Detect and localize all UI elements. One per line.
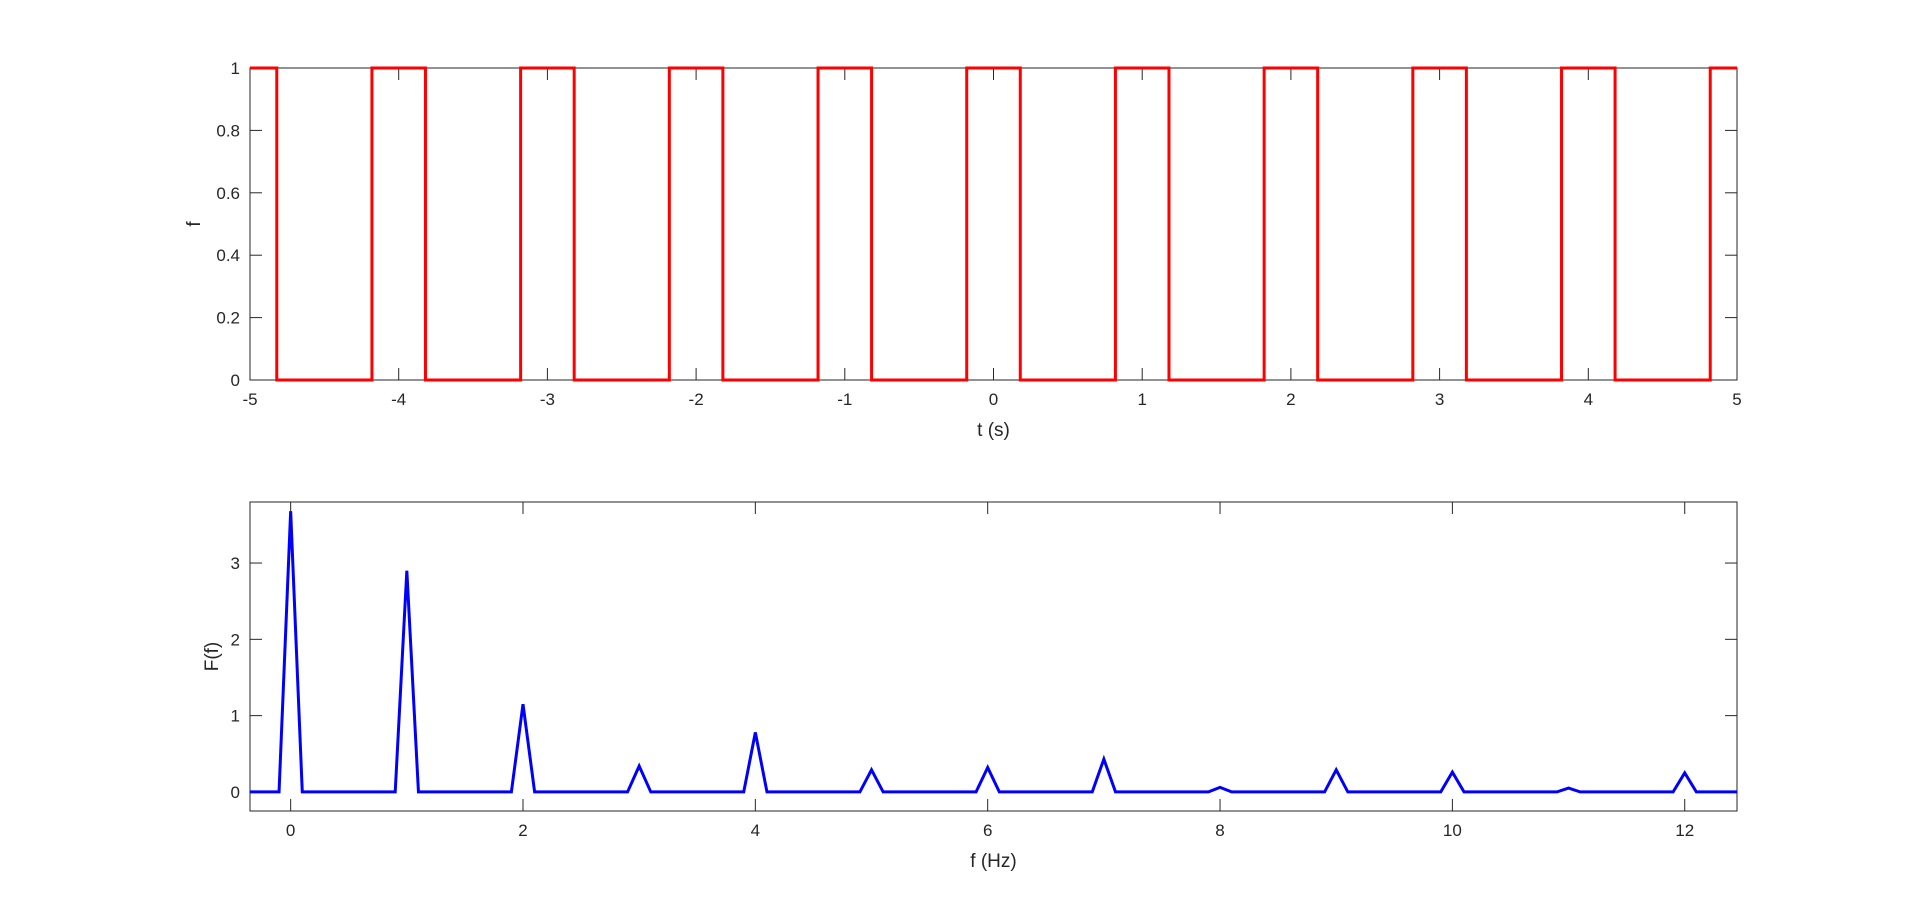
y-tick-label: 0.2 (216, 309, 240, 328)
x-tick-label: 4 (751, 821, 760, 840)
x-tick-label: 2 (518, 821, 527, 840)
x-tick-label: -3 (540, 390, 555, 409)
x-tick-label: -1 (837, 390, 852, 409)
y-tick-label: 3 (231, 554, 240, 573)
y-tick-label: 1 (231, 59, 240, 78)
x-tick-label: 12 (1675, 821, 1694, 840)
x-tick-label: 5 (1732, 390, 1741, 409)
time-domain-plot: -5 -4 -3 -2 -1 0 1 2 3 4 5 0 0.2 0.4 0.6 0.8 1 t (s) f (184, 59, 1742, 441)
plot-area-box (249, 67, 1738, 381)
y-tick-label: 0.8 (216, 121, 240, 140)
y-tick-label: 0 (231, 783, 240, 802)
axis-ticks: -5 -4 -3 -2 -1 0 1 2 3 4 5 0 0.2 0.4 0.6 0.8 1 (216, 59, 1741, 409)
x-tick-label: 8 (1215, 821, 1224, 840)
x-tick-label: 10 (1443, 821, 1462, 840)
x-tick-label: 2 (1286, 390, 1295, 409)
x-tick-label: -5 (242, 390, 257, 409)
spectrum-series-line (250, 511, 1737, 794)
x-tick-label: 4 (1584, 390, 1593, 409)
y-tick-label: 1 (231, 707, 240, 726)
x-axis-label: f (Hz) (970, 851, 1016, 872)
x-tick-label: 0 (989, 390, 998, 409)
square-wave-series-line (250, 66, 1737, 382)
plot-area-box (249, 501, 1738, 812)
x-tick-label: -2 (689, 390, 704, 409)
y-tick-label: 0.4 (216, 246, 240, 265)
x-tick-label: 6 (983, 821, 992, 840)
y-axis-label: f (184, 221, 205, 227)
x-axis-label: t (s) (977, 420, 1010, 441)
y-tick-label: 0 (231, 371, 240, 390)
x-tick-label: 1 (1137, 390, 1146, 409)
x-tick-label: 0 (286, 821, 295, 840)
y-axis-label: F(f) (202, 642, 223, 672)
x-tick-label: -4 (391, 390, 406, 409)
y-tick-label: 2 (231, 630, 240, 649)
y-tick-label: 0.6 (216, 184, 240, 203)
x-tick-label: 3 (1435, 390, 1444, 409)
